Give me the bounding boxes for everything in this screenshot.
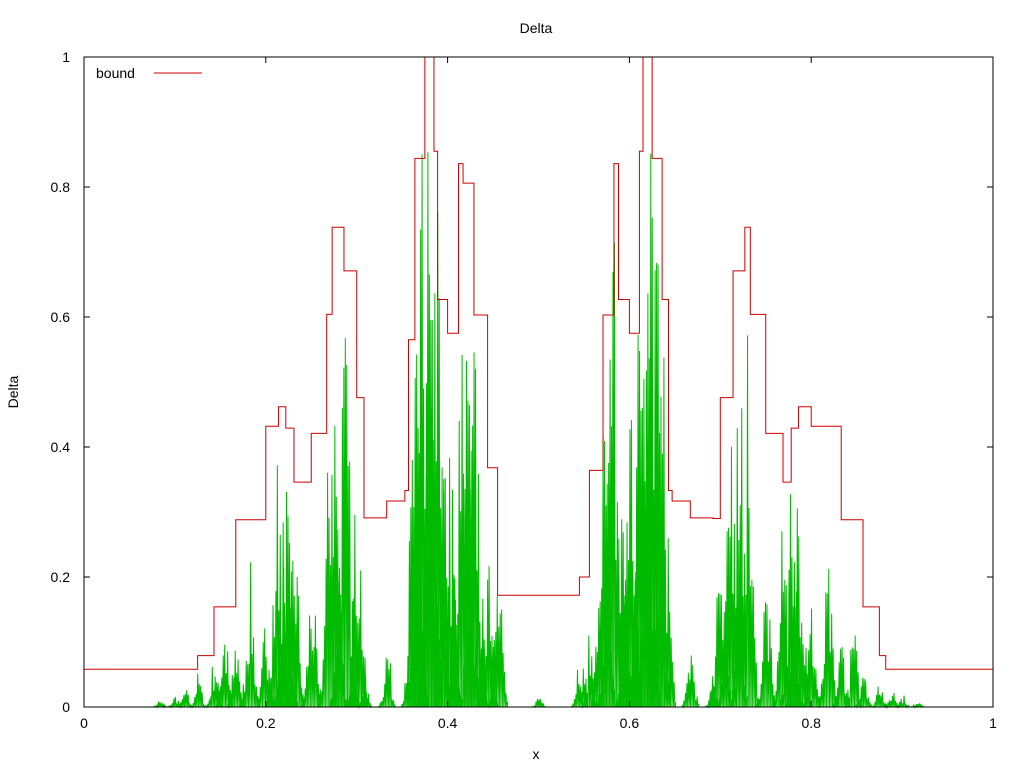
x-tick-label: 0.4 bbox=[438, 715, 458, 731]
x-tick-label: 0.8 bbox=[801, 715, 821, 731]
green-spike-cluster bbox=[801, 608, 821, 708]
plot-frame bbox=[83, 56, 994, 708]
y-tick-label: 0.6 bbox=[51, 309, 71, 325]
y-tick-label: 0.8 bbox=[51, 179, 71, 195]
chart-title: Delta bbox=[520, 20, 553, 36]
green-spike-cluster bbox=[755, 602, 777, 708]
green-spike-cluster bbox=[910, 702, 926, 709]
green-spike-cluster bbox=[648, 357, 677, 708]
y-tick-label: 0 bbox=[62, 699, 70, 715]
green-spike-cluster bbox=[355, 676, 373, 709]
y-tick-label: 0.2 bbox=[51, 569, 71, 585]
y-axis-title: Delta bbox=[5, 375, 21, 408]
axes: 0 0.2 0.4 0.6 0.8 1 0 0.2 0.4 0.6 0.8 1 bbox=[51, 49, 998, 731]
green-spike-cluster bbox=[530, 698, 547, 709]
x-tick-label: 0.2 bbox=[256, 715, 276, 731]
legend: bound bbox=[96, 65, 202, 81]
green-spike-cluster bbox=[151, 701, 168, 709]
x-axis-title: x bbox=[533, 746, 540, 762]
y-tick-label: 0.4 bbox=[51, 439, 71, 455]
bound-series bbox=[84, 56, 993, 670]
green-spike-cluster bbox=[681, 655, 700, 709]
green-spike-cluster bbox=[377, 658, 396, 709]
bound-line bbox=[84, 56, 993, 670]
x-tick-label: 1 bbox=[989, 715, 997, 731]
green-spike-cluster bbox=[239, 562, 260, 708]
green-spike-cluster bbox=[301, 615, 322, 708]
y-tick-label: 1 bbox=[62, 49, 70, 65]
green-spike-cluster bbox=[597, 242, 631, 708]
green-series bbox=[151, 152, 926, 709]
green-spike-cluster bbox=[189, 673, 206, 709]
x-tick-label: 0 bbox=[80, 715, 88, 731]
green-spike-cluster bbox=[871, 686, 888, 709]
x-tick-label: 0.6 bbox=[620, 715, 640, 731]
green-spike-cluster bbox=[884, 692, 901, 709]
green-spike-cluster bbox=[282, 560, 306, 708]
legend-label-bound: bound bbox=[96, 65, 135, 81]
green-spike-cluster bbox=[817, 568, 838, 708]
